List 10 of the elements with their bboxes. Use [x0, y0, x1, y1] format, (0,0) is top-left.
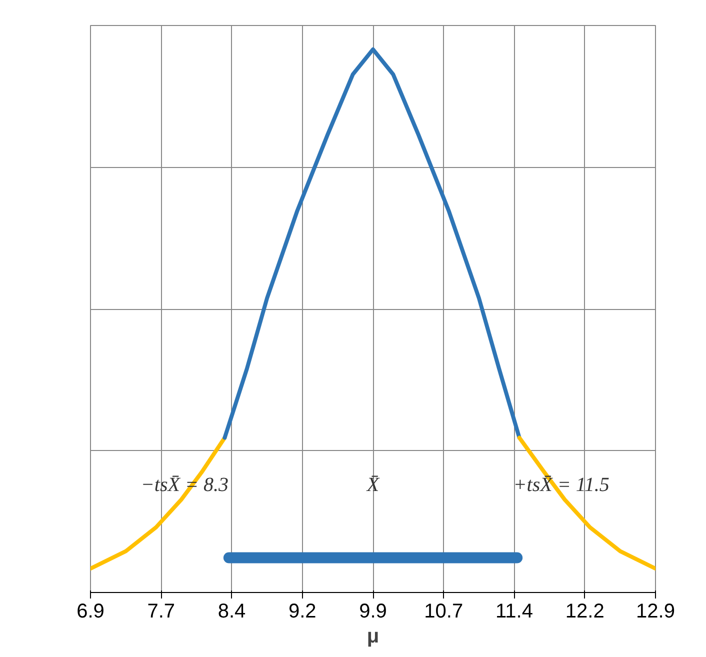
x-tick-label: 8.4 [218, 600, 246, 622]
x-tick-label: 9.9 [359, 600, 387, 622]
x-tick-label: 6.9 [76, 600, 104, 622]
x-axis-title: μ [366, 626, 380, 648]
x-tick-label: 7.7 [147, 600, 176, 622]
x-tick-label: 9.2 [288, 600, 316, 622]
x-tick-label: 11.4 [496, 600, 533, 622]
x-tick-label: 10.7 [424, 600, 464, 622]
x-tick-label: 12.2 [565, 600, 604, 622]
x-tick-label: 12.9 [636, 600, 675, 622]
